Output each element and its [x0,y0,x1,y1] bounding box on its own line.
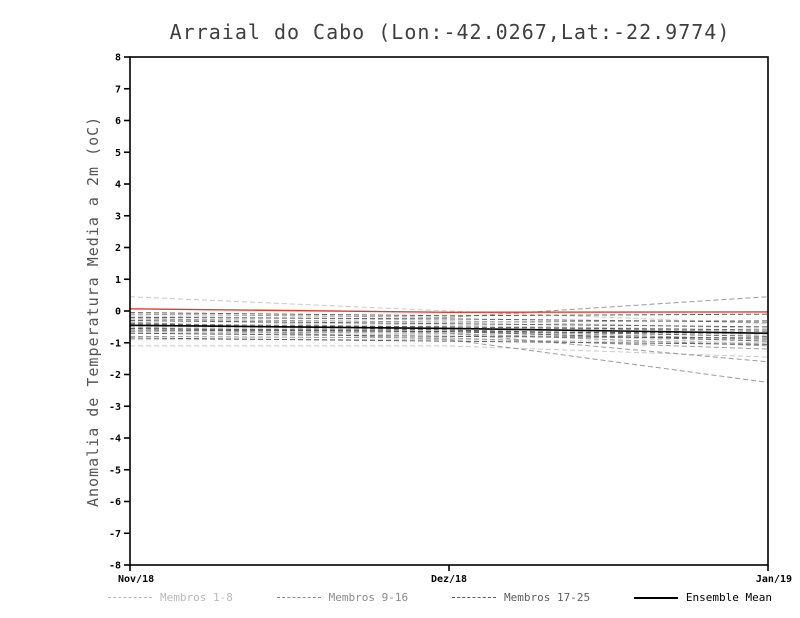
ensemble-member-line [129,316,769,323]
ensemble-member-line [129,318,769,323]
ensemble-member-line [129,329,769,334]
y-tick-label: -8 [109,561,121,572]
legend-item-members-17-25: Membros 17-25 [451,591,591,604]
x-tick-label: Dez/18 [431,574,467,585]
y-tick-label: 8 [115,53,121,64]
legend: Membros 1-8 Membros 9-16 Membros 17-25 E… [108,591,772,604]
ensemble-member-line [129,320,769,331]
legend-item-ensemble-mean: Ensemble Mean [633,591,772,604]
y-tick-label: -5 [109,465,121,476]
legend-line-sample [108,597,152,598]
ensemble-mean-line [129,324,769,335]
legend-line-sample [633,596,678,599]
legend-line-sample [451,597,496,598]
y-tick-label: -7 [109,529,121,540]
y-tick-label: 1 [115,275,121,286]
y-tick-label: 6 [115,116,121,127]
ensemble-member-line [129,323,769,333]
ensemble-member-line [129,327,769,342]
y-tick-label: 2 [115,243,121,254]
ensemble-member-line [129,326,769,383]
legend-line-sample [276,597,321,598]
reference-line [129,308,769,313]
ensemble-member-line [129,331,769,347]
ensemble-member-line [129,332,769,339]
legend-label: Membros 9-16 [328,591,409,604]
ensemble-member-line [129,296,769,325]
ensemble-member-line [129,335,769,350]
ensemble-member-line [129,316,769,345]
y-tick-label: 4 [115,180,121,191]
legend-label: Ensemble Mean [685,591,772,604]
legend-label: Membros 17-25 [503,591,591,604]
y-tick-label: 3 [115,211,121,222]
plot-frame [129,56,769,566]
ensemble-member-line [130,339,769,344]
x-tick-label: Jan/19 [756,574,792,585]
chart-title: Arraial do Cabo (Lon:-42.0267,Lat:-22.97… [169,20,731,44]
ensemble-member-line [129,327,769,341]
y-tick-label: -4 [109,434,121,445]
x-tick-label: Nov/18 [118,574,154,585]
ensemble-member-line [129,320,769,328]
ensemble-member-line [129,296,769,318]
y-tick-label: -1 [109,338,121,349]
ensemble-member-line [129,337,769,345]
y-tick-label: -3 [109,402,121,413]
y-tick-label: -6 [109,497,121,508]
legend-label: Membros 1-8 [160,591,233,604]
ensemble-member-line [129,332,769,339]
y-tick-label: 7 [115,84,121,95]
ensemble-member-line [130,345,769,358]
ensemble-member-line [129,312,769,317]
y-tick-label: -2 [109,370,121,381]
legend-item-members-9-16: Membros 9-16 [276,591,409,604]
y-tick-label: 5 [115,148,121,159]
y-tick-label: 0 [115,307,121,318]
legend-item-members-1-8: Membros 1-8 [108,591,233,604]
